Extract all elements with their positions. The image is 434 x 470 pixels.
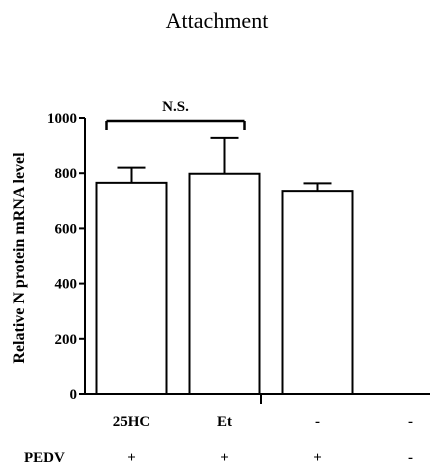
y-tick-label: 800 — [55, 166, 78, 182]
bars-group — [95, 136, 354, 404]
chart-title: Attachment — [166, 8, 269, 33]
y-tick-label: 200 — [55, 332, 78, 348]
bar — [188, 172, 261, 395]
y-tick-label: 400 — [55, 277, 78, 293]
row-value: - — [408, 450, 413, 466]
y-axis-label: Relative N protein mRNA level — [11, 152, 28, 364]
row-value: + — [220, 450, 229, 466]
significance-bracket: N.S. — [105, 99, 246, 130]
y-axis-ticks: 0 200 400 600 800 1000 — [47, 111, 85, 403]
bar — [95, 181, 168, 395]
row-value: + — [313, 450, 322, 466]
y-tick-label: 600 — [55, 221, 78, 237]
category-label: Et — [217, 414, 232, 430]
significance-label: N.S. — [162, 99, 189, 115]
row-label: PEDV — [24, 450, 65, 466]
category-label: 25HC — [113, 414, 151, 430]
row-value: + — [127, 450, 136, 466]
x-axis-labels: 25HC Et - - PEDV + + + - — [24, 414, 413, 466]
bar — [281, 190, 354, 395]
category-label: - — [408, 414, 413, 430]
y-tick-label: 1000 — [47, 111, 77, 127]
category-label: - — [315, 414, 320, 430]
y-tick-label: 0 — [70, 387, 78, 403]
